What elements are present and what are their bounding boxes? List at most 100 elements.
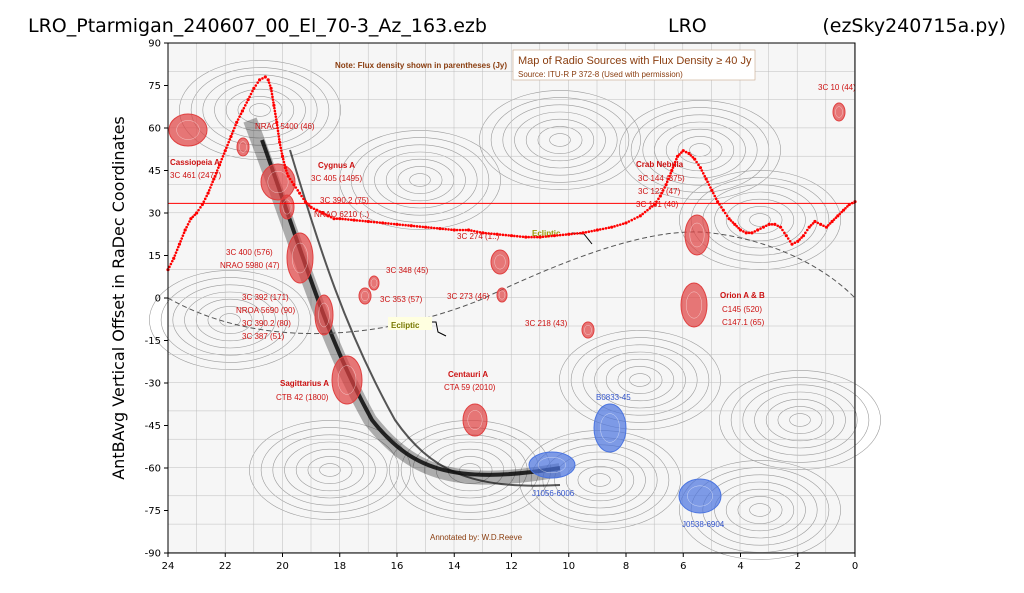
y-axis-label: AntBAvg Vertical Offset in RaDec Coordin… xyxy=(109,116,128,480)
x-tick-label: 8 xyxy=(623,561,629,572)
trace-point xyxy=(298,191,302,195)
trace-point xyxy=(223,149,227,153)
label-3c390: 3C 390.2 (80) xyxy=(242,319,291,328)
trace-point xyxy=(847,202,851,207)
blue-source-16 xyxy=(593,403,627,453)
label-sagittarius: Sagittarius A xyxy=(280,379,329,388)
label-3c274: 3C 274 (1..) xyxy=(457,232,500,241)
trace-point xyxy=(438,226,442,231)
red-source-12 xyxy=(581,321,595,339)
trace-point xyxy=(424,225,428,229)
trace-point xyxy=(452,228,456,232)
trace-point xyxy=(466,228,471,232)
trace-point xyxy=(240,109,245,113)
trace-point xyxy=(217,163,222,167)
red-source-11 xyxy=(496,287,508,303)
red-source-4 xyxy=(331,355,363,405)
trace-point xyxy=(687,151,691,156)
label-nroa-5690: NROA 5690 (90) xyxy=(236,306,295,315)
trace-point xyxy=(286,174,290,178)
trace-point xyxy=(381,221,385,225)
map-title-box xyxy=(512,49,756,81)
trace-series xyxy=(166,75,857,272)
trace-point xyxy=(796,239,800,243)
label-centauri: Centauri A xyxy=(448,370,488,379)
label-sagittarius-flux: CTB 42 (1800) xyxy=(276,393,329,402)
trace-point xyxy=(332,217,336,221)
y-tick-label: -45 xyxy=(145,421,161,432)
red-source-5 xyxy=(279,194,295,220)
y-tick-label: -90 xyxy=(145,549,161,560)
y-tick-label: 60 xyxy=(148,124,161,135)
red-source-14 xyxy=(680,282,708,328)
label-3c400: 3C 400 (576) xyxy=(226,248,273,257)
trace-point xyxy=(841,208,846,212)
trace-point xyxy=(624,221,628,225)
trace-point xyxy=(761,225,766,229)
label-3c218: 3C 218 (43) xyxy=(525,319,568,328)
trace-point xyxy=(733,222,737,226)
blue-source-18 xyxy=(678,478,722,514)
label-j1056: J1056-6006 xyxy=(532,489,575,498)
label-nrao-5400: NRAO 5400 (46) xyxy=(255,122,315,131)
trace-point xyxy=(698,166,703,170)
trace-point xyxy=(744,231,748,235)
trace-point xyxy=(278,140,282,144)
label-cygnus-4: NRAO 6210 (..) xyxy=(314,210,369,219)
trace-point xyxy=(813,219,817,224)
trace-point xyxy=(229,134,233,139)
x-axis-ticks: 24 22 20 18 16 14 12 10 8 6 4 2 0 xyxy=(162,553,858,572)
label-cygnus-3: 3C 390.2 (75) xyxy=(320,196,369,205)
trace-point xyxy=(263,75,267,79)
map-annotations: Note: Flux density shown in parentheses … xyxy=(170,55,856,542)
trace-point xyxy=(610,225,614,229)
sky-map-background xyxy=(149,42,881,560)
trace-point xyxy=(195,211,199,215)
trace-point xyxy=(670,168,674,173)
trace-point xyxy=(266,78,270,82)
red-source-0 xyxy=(168,113,208,147)
red-source-7 xyxy=(358,287,372,305)
flux-note: Note: Flux density shown in parentheses … xyxy=(335,61,507,70)
label-crab-4: 3C 161 (40) xyxy=(636,200,679,209)
label-orion-3: C147.1 (65) xyxy=(722,318,765,327)
y-tick-label: -30 xyxy=(145,379,161,390)
trace-point xyxy=(292,183,296,187)
trace-point xyxy=(352,218,356,222)
trace-point xyxy=(767,222,771,226)
trace-point xyxy=(790,242,794,246)
trace-point xyxy=(206,191,210,195)
map-title: Map of Radio Sources with Flux Density ≥… xyxy=(518,55,752,67)
y-axis-ticks: 90 75 60 45 30 15 0 -15 -30 -45 -60 -75 -90 xyxy=(145,39,168,560)
trace-point xyxy=(595,228,599,232)
label-cygnus-flux: 3C 405 (1495) xyxy=(311,174,362,183)
label-cassiopeia-flux: 3C 461 (2477) xyxy=(170,171,221,180)
y-tick-label: 30 xyxy=(148,209,161,220)
x-tick-label: 16 xyxy=(391,561,404,572)
x-tick-label: 12 xyxy=(505,561,518,572)
red-source-3 xyxy=(314,294,334,336)
label-nrao-5980: NRAO 5980 (47) xyxy=(220,261,280,270)
red-source-10 xyxy=(490,249,510,275)
figure-title-left: LRO_Ptarmigan_240607_00_El_70-3_Az_163.e… xyxy=(28,15,487,37)
trace-point xyxy=(481,231,485,235)
red-source-15 xyxy=(832,102,846,122)
y-tick-label: 15 xyxy=(148,251,161,262)
y-tick-label: -15 xyxy=(145,336,161,347)
x-tick-label: 4 xyxy=(737,561,743,572)
svg-text:Ecliptic: Ecliptic xyxy=(391,321,420,330)
trace-point xyxy=(727,217,731,221)
trace-point xyxy=(177,242,182,246)
trace-point xyxy=(315,208,319,212)
trace-point xyxy=(212,177,216,181)
trace-point xyxy=(395,222,399,226)
label-crab-3: 3C 123 (47) xyxy=(638,187,681,196)
label-3c353: 3C 353 (57) xyxy=(380,295,423,304)
trace-point xyxy=(189,217,193,221)
red-source-9 xyxy=(462,403,488,437)
annotated-by: Annotated by: W.D.Reeve xyxy=(430,533,523,542)
trace-point xyxy=(681,149,685,153)
ecliptic-label-1: Ecliptic xyxy=(388,317,447,337)
trace-point xyxy=(200,202,204,207)
